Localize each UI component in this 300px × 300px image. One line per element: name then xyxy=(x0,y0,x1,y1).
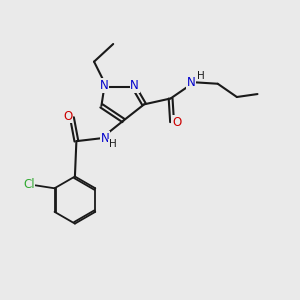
Text: O: O xyxy=(172,116,181,128)
Text: N: N xyxy=(99,79,108,92)
Text: H: H xyxy=(197,71,205,81)
Text: N: N xyxy=(187,76,196,89)
Text: O: O xyxy=(63,110,72,123)
Text: Cl: Cl xyxy=(23,178,35,191)
Text: N: N xyxy=(100,132,109,145)
Text: N: N xyxy=(130,79,139,92)
Text: H: H xyxy=(109,139,116,149)
